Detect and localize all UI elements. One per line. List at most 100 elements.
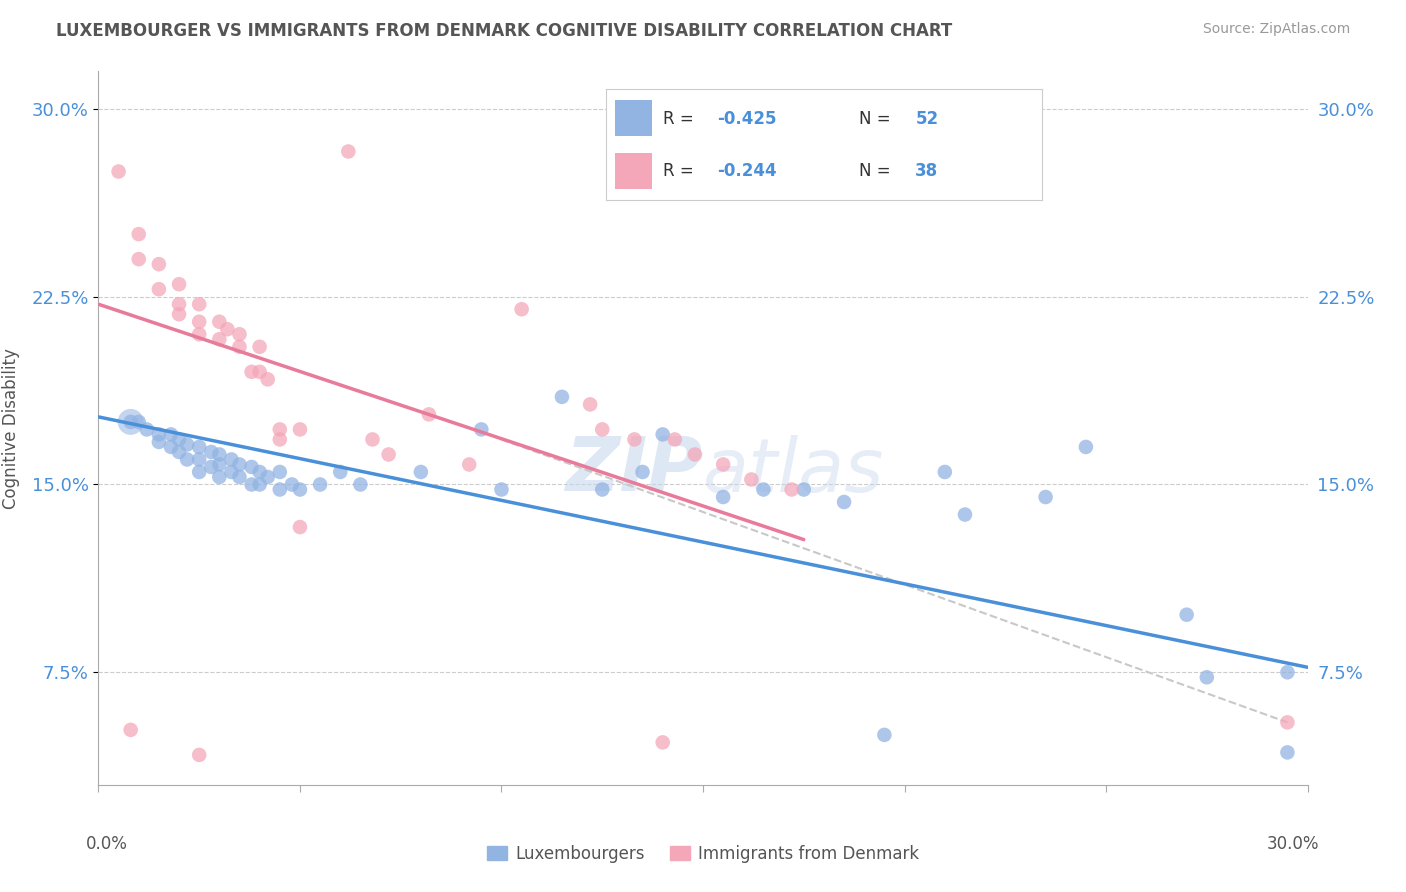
Point [740,473,762,487]
Point [269,422,291,436]
Point [176,452,198,467]
Point [188,747,211,762]
Point [160,440,183,454]
Point [458,458,481,472]
Point [188,297,211,311]
Point [107,164,129,178]
Point [167,445,190,459]
Point [591,483,613,497]
Point [711,458,734,472]
Point [711,490,734,504]
Point [793,483,815,497]
Point [208,332,231,346]
Point [128,252,150,267]
Point [228,470,250,484]
Point [120,723,142,737]
Point [256,470,278,484]
Point [128,415,150,429]
Text: ZIP: ZIP [565,434,703,508]
Point [510,302,533,317]
Point [221,452,243,467]
Point [188,465,211,479]
Text: atlas: atlas [703,435,884,507]
Point [228,458,250,472]
Point [188,440,211,454]
Point [934,465,956,479]
Point [269,465,291,479]
Point [651,427,673,442]
Y-axis label: Cognitive Disability: Cognitive Disability [3,348,20,508]
Point [221,465,243,479]
Point [288,520,311,534]
Point [1175,607,1198,622]
Point [418,408,440,422]
Point [579,397,602,411]
Point [249,340,271,354]
Point [208,470,231,484]
Point [148,257,170,271]
Point [288,483,311,497]
Point [309,477,332,491]
Point [1195,670,1218,684]
Text: 0.0%: 0.0% [86,835,128,853]
Point [176,437,198,451]
Point [208,458,231,472]
Point [1277,715,1299,730]
Point [377,447,399,461]
Point [361,433,384,447]
Point [200,460,222,475]
Point [780,483,803,497]
Point [288,422,311,436]
Point [1074,440,1097,454]
Point [208,315,231,329]
Point [281,477,304,491]
Point [167,307,190,321]
Point [128,227,150,241]
Point [249,477,271,491]
Text: 30.0%: 30.0% [1267,835,1320,853]
Point [167,277,190,292]
Point [409,465,432,479]
Point [217,322,239,336]
Point [148,282,170,296]
Point [1035,490,1057,504]
Point [249,465,271,479]
Point [832,495,855,509]
Text: LUXEMBOURGER VS IMMIGRANTS FROM DENMARK COGNITIVE DISABILITY CORRELATION CHART: LUXEMBOURGER VS IMMIGRANTS FROM DENMARK … [56,22,952,40]
Point [491,483,513,497]
Point [228,327,250,342]
Point [188,315,211,329]
Point [240,477,263,491]
Point [752,483,775,497]
Point [240,460,263,475]
Point [631,465,654,479]
Point [167,433,190,447]
Point [120,415,142,429]
Point [240,365,263,379]
Point [269,433,291,447]
Point [208,447,231,461]
Point [249,365,271,379]
Point [651,735,673,749]
Point [228,340,250,354]
Point [953,508,976,522]
Point [135,422,157,436]
Point [337,145,360,159]
Point [188,327,211,342]
Point [329,465,352,479]
Point [160,427,183,442]
Point [664,433,686,447]
Point [200,445,222,459]
Point [623,433,645,447]
Point [148,427,170,442]
Point [873,728,896,742]
Point [120,415,142,429]
Point [167,297,190,311]
Legend: Luxembourgers, Immigrants from Denmark: Luxembourgers, Immigrants from Denmark [481,838,925,870]
Point [1277,746,1299,760]
Point [349,477,371,491]
Point [470,422,492,436]
Text: Source: ZipAtlas.com: Source: ZipAtlas.com [1202,22,1350,37]
Point [591,422,613,436]
Point [1277,665,1299,680]
